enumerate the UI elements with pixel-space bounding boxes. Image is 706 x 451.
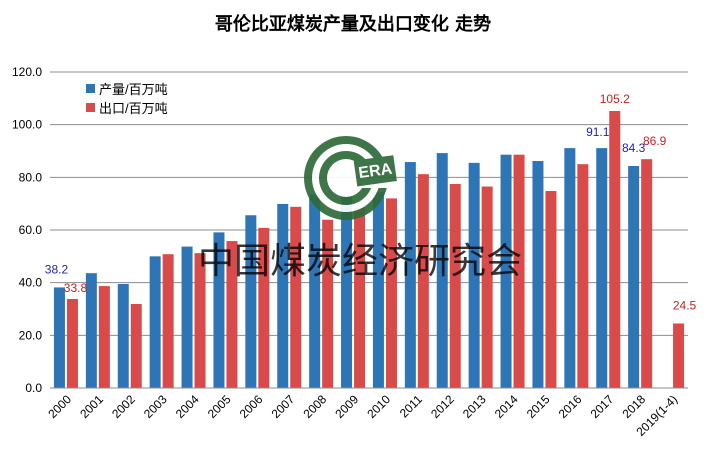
data-label-export: 105.2	[600, 92, 630, 106]
bar-production	[372, 192, 384, 388]
data-label-production: 91.1	[586, 125, 610, 139]
bar-production	[309, 194, 321, 388]
data-label-export: 86.9	[643, 134, 667, 148]
x-tick-label: 2001	[77, 392, 106, 421]
chart-title: 哥伦比亚煤炭产量及出口变化 走势	[214, 14, 492, 35]
logo-text: ERA	[357, 161, 393, 183]
bar-export	[609, 110, 621, 389]
x-tick-label: 2018	[619, 392, 648, 421]
data-label-production: 84.3	[622, 141, 646, 155]
legend-label: 出口/百万吨	[99, 101, 168, 116]
x-tick-label: 2002	[109, 392, 138, 421]
bar-production	[213, 232, 225, 388]
bar-export	[417, 174, 429, 388]
x-tick-label: 2009	[332, 392, 361, 421]
bar-production	[436, 153, 448, 388]
y-tick-label: 20.0	[19, 328, 43, 342]
y-tick-label: 100.0	[12, 118, 42, 132]
x-tick-label: 2012	[428, 392, 457, 421]
bar-production	[85, 273, 97, 388]
x-tick-label: 2000	[45, 392, 74, 421]
bars	[53, 110, 685, 389]
x-tick-label: 2011	[397, 392, 425, 420]
bar-export	[545, 191, 557, 388]
logo-tag	[353, 155, 397, 187]
bar-production	[245, 215, 257, 388]
bar-production	[53, 287, 65, 388]
bar-export	[577, 164, 589, 388]
bar-export	[98, 286, 110, 388]
bar-production	[468, 162, 480, 388]
x-tick-label: 2008	[300, 392, 329, 421]
legend-label: 产量/百万吨	[99, 82, 168, 97]
y-tick-label: 0.0	[25, 381, 42, 395]
bar-export	[449, 183, 461, 388]
bar-export	[290, 206, 302, 388]
x-tick-label: 2003	[141, 392, 170, 421]
bar-production	[628, 166, 640, 388]
data-label-production: 38.2	[45, 262, 69, 276]
bar-production	[149, 256, 161, 388]
bar-export	[162, 254, 174, 388]
x-tick-label: 2006	[237, 392, 266, 421]
legend-swatch	[86, 84, 95, 93]
bar-production	[500, 154, 512, 388]
bar-production	[341, 196, 353, 388]
x-tick-label: 2010	[364, 392, 393, 421]
x-tick-label: 2014	[492, 392, 521, 421]
bar-export	[194, 253, 206, 388]
bar-export	[130, 303, 142, 388]
x-tick-label: 2015	[524, 392, 553, 421]
bar-production	[277, 203, 289, 388]
x-tick-label: 2007	[269, 392, 298, 421]
bar-export	[226, 241, 238, 388]
legend-swatch	[86, 103, 95, 112]
bar-export	[673, 323, 685, 388]
bar-export	[513, 154, 525, 388]
data-label-export: 33.8	[64, 281, 88, 295]
bar-production	[596, 148, 608, 388]
bar-production	[404, 162, 416, 388]
bar-production	[564, 148, 576, 388]
bar-production	[117, 283, 129, 388]
data-label-export: 24.5	[673, 298, 697, 312]
x-tick-label: 2004	[173, 392, 202, 421]
bar-production	[532, 161, 544, 388]
bar-export	[641, 159, 653, 388]
bar-export	[481, 186, 493, 388]
bar-production	[181, 246, 193, 388]
bar-export	[385, 198, 397, 388]
watermark-logo: ERA	[304, 136, 397, 220]
bar-export	[322, 219, 334, 388]
gridlines	[50, 71, 688, 389]
x-tick-label: 2005	[205, 392, 234, 421]
y-tick-label: 40.0	[19, 276, 43, 290]
y-tick-label: 80.0	[19, 170, 43, 184]
bar-export	[354, 207, 366, 388]
bar-export	[66, 298, 78, 388]
x-tick-label: 2013	[460, 392, 489, 421]
era-logo: ERA	[304, 136, 397, 220]
y-tick-label: 120.0	[12, 65, 42, 79]
bar-export	[258, 227, 270, 388]
data-labels: 38.2 91.1 84.3 33.8 105.2 86.9 24.5	[45, 92, 697, 313]
x-tick-label: 2017	[588, 392, 617, 421]
y-tick-label: 60.0	[19, 223, 43, 237]
x-tick-label: 2016	[556, 392, 585, 421]
